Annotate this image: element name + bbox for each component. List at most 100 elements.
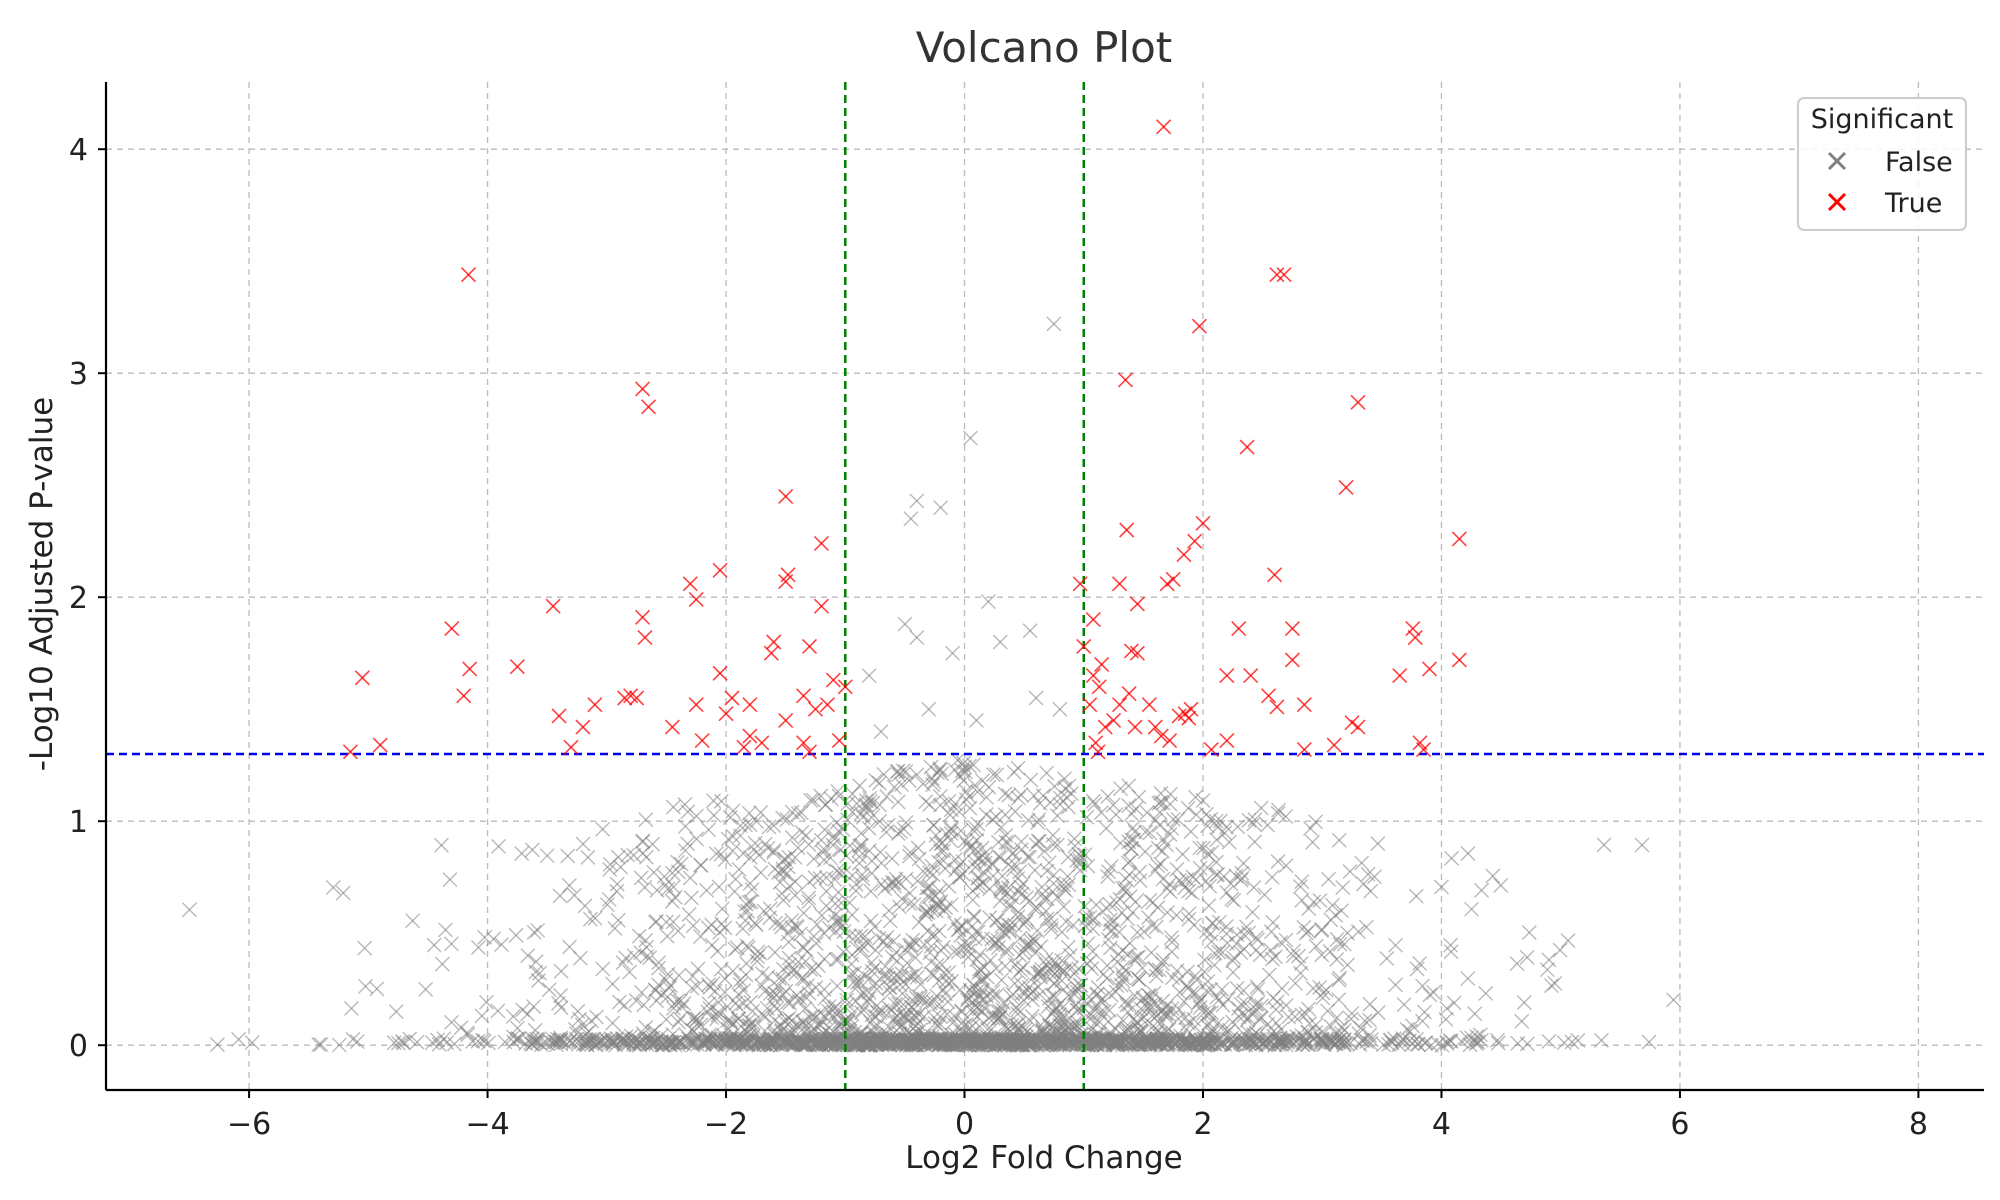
non-significant-point: [402, 1031, 418, 1047]
non-significant-point: [1135, 991, 1151, 1007]
significant-point: [754, 735, 770, 751]
non-significant-point: [923, 939, 939, 955]
non-significant-point: [717, 971, 733, 987]
non-significant-point: [1221, 834, 1237, 850]
non-significant-point: [1329, 951, 1345, 967]
non-significant-point: [829, 978, 845, 994]
non-significant-point: [1164, 820, 1180, 836]
non-significant-point: [633, 870, 649, 886]
non-significant-point: [953, 823, 969, 839]
non-significant-point: [1115, 970, 1131, 986]
non-significant-point: [1226, 950, 1242, 966]
non-significant-point: [1142, 892, 1158, 908]
non-significant-point: [436, 1031, 452, 1047]
non-significant-point: [685, 968, 701, 984]
non-significant-point: [1519, 949, 1535, 965]
non-significant-point: [1355, 1032, 1371, 1048]
non-significant-point: [792, 926, 808, 942]
non-significant-point: [1247, 834, 1263, 850]
non-significant-point: [959, 1031, 975, 1047]
non-significant-point: [1148, 962, 1164, 978]
non-significant-point: [891, 996, 907, 1012]
non-significant-point: [1100, 869, 1116, 885]
non-significant-point: [369, 981, 385, 997]
non-significant-point: [1022, 849, 1038, 865]
non-significant-point: [862, 1032, 878, 1048]
non-significant-point: [1129, 925, 1145, 941]
non-significant-point: [1278, 932, 1294, 948]
non-significant-point: [553, 988, 569, 1004]
non-significant-point: [1474, 882, 1490, 898]
non-significant-point: [680, 804, 696, 820]
non-significant-point: [1236, 941, 1252, 957]
non-significant-point: [894, 891, 910, 907]
non-significant-point: [1067, 838, 1083, 854]
non-significant-point: [1118, 884, 1134, 900]
non-significant-point: [1273, 1033, 1289, 1049]
non-significant-point: [1027, 1034, 1043, 1050]
non-significant-point: [1101, 1002, 1117, 1018]
non-significant-point: [628, 993, 644, 1009]
non-significant-point: [795, 939, 811, 955]
non-significant-point: [925, 1035, 941, 1051]
non-significant-point: [918, 794, 934, 810]
non-significant-point: [809, 917, 825, 933]
non-significant-point: [1155, 871, 1171, 887]
non-significant-point: [955, 1031, 971, 1047]
non-significant-point: [725, 803, 741, 819]
non-significant-point: [1329, 1010, 1345, 1026]
non-significant-point: [1117, 880, 1133, 896]
non-significant-point: [1154, 843, 1170, 859]
non-significant-point: [710, 1030, 726, 1046]
non-significant-point: [1239, 1012, 1255, 1028]
significant-point: [462, 661, 478, 677]
non-significant-point: [1370, 836, 1386, 852]
significant-point: [563, 739, 579, 755]
non-significant-point: [734, 1029, 750, 1045]
y-tick-label: 2: [69, 581, 88, 616]
non-significant-point: [801, 894, 817, 910]
non-significant-point: [570, 1033, 586, 1049]
significant-point: [1082, 697, 1098, 713]
non-significant-point: [854, 942, 870, 958]
non-significant-point: [1093, 805, 1109, 821]
non-significant-point: [690, 1011, 706, 1027]
non-significant-point: [442, 872, 458, 888]
non-significant-point: [1248, 942, 1264, 958]
non-significant-point: [490, 1003, 506, 1019]
non-significant-point: [1493, 877, 1509, 893]
non-significant-point: [1062, 947, 1078, 963]
non-significant-point: [567, 1022, 583, 1038]
non-significant-point: [1098, 1036, 1114, 1052]
non-significant-point: [1082, 910, 1098, 926]
non-significant-point: [638, 849, 654, 865]
x-tick-label: 4: [1432, 1107, 1451, 1142]
non-significant-point: [1011, 947, 1027, 963]
significant-point: [1243, 668, 1259, 684]
non-significant-point: [796, 905, 812, 921]
non-significant-point: [1228, 936, 1244, 952]
non-significant-point: [1166, 1036, 1182, 1052]
non-significant-point: [998, 834, 1014, 850]
non-significant-point: [877, 881, 893, 897]
non-significant-point: [1046, 316, 1062, 332]
non-significant-point: [1020, 849, 1036, 865]
non-significant-point: [957, 1037, 973, 1053]
non-significant-point: [732, 977, 748, 993]
non-significant-point: [1127, 988, 1143, 1004]
non-significant-point: [794, 824, 810, 840]
significant-point: [1094, 656, 1110, 672]
significant-point: [629, 690, 645, 706]
significant-point: [1266, 567, 1283, 583]
non-significant-point: [903, 1010, 919, 1026]
significant-point: [1261, 688, 1277, 704]
significant-point: [664, 719, 680, 735]
non-significant-point: [1641, 1034, 1657, 1050]
non-significant-point: [1143, 945, 1159, 961]
non-significant-point: [907, 950, 923, 966]
non-significant-point: [805, 792, 821, 808]
non-significant-point: [943, 825, 959, 841]
non-significant-point: [852, 778, 868, 794]
non-significant-point: [1443, 944, 1459, 960]
non-significant-point: [1029, 923, 1045, 939]
